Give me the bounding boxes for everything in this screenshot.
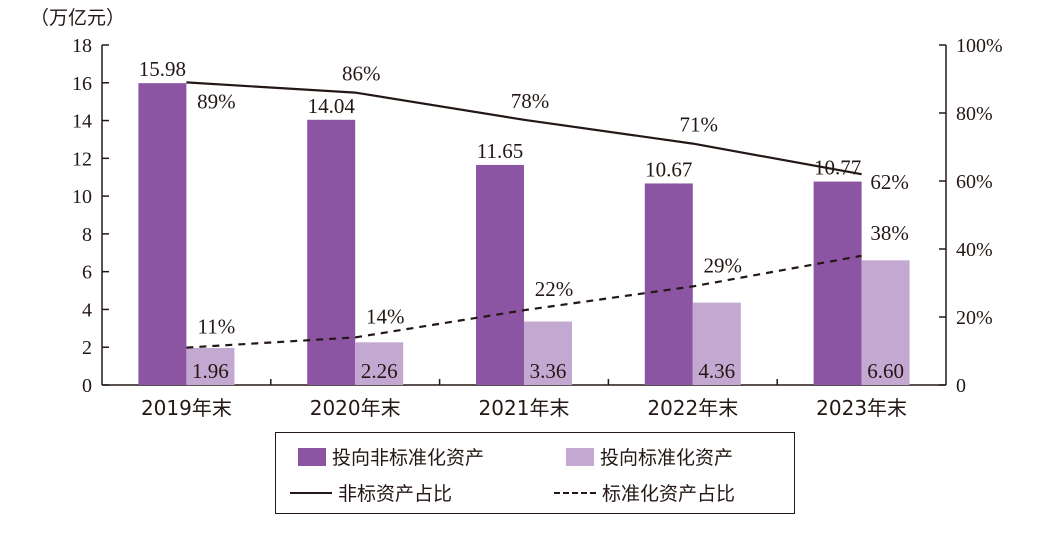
y-tick-label-left: 18 <box>72 35 92 57</box>
label-standard-ratio: 11% <box>198 315 236 339</box>
y-tick-label-left: 14 <box>72 111 92 133</box>
line-standard-ratio <box>186 254 862 349</box>
bar-nonstandard <box>138 83 187 386</box>
y-tick-label-right: 60% <box>956 171 993 193</box>
ratio-lines <box>186 81 862 349</box>
bar-standard <box>524 321 572 385</box>
label-standard-value: 4.36 <box>698 359 735 383</box>
x-tick-label: 2022年末 <box>647 396 738 420</box>
legend-label-nonstandard-ratio: 非标资产占比 <box>338 483 453 505</box>
label-standard-value: 2.26 <box>361 359 398 383</box>
label-standard-value: 1.96 <box>192 359 229 383</box>
legend-swatch-nonstandard <box>298 447 326 466</box>
label-nonstandard-ratio: 89% <box>197 89 236 113</box>
y-tick-label-right: 80% <box>956 103 993 125</box>
legend-label-nonstandard: 投向非标准化资产 <box>332 447 485 469</box>
label-nonstandard-ratio: 78% <box>511 89 550 113</box>
bar-standard <box>355 342 404 385</box>
label-standard-ratio: 22% <box>535 277 574 301</box>
legend-label-standard: 投向标准化资产 <box>600 447 734 469</box>
legend: 投向非标准化资产 投向标准化资产 非标资产占比 标准化资产占比 <box>275 432 795 514</box>
y-tick-label-left: 8 <box>82 224 92 246</box>
label-nonstandard-value: 10.77 <box>814 156 861 180</box>
x-tick-label: 2020年末 <box>310 396 401 420</box>
legend-item-nonstandard: 投向非标准化资产 <box>298 443 484 470</box>
y-tick-label-left: 0 <box>82 375 92 397</box>
y-tick-label-left: 16 <box>72 73 92 95</box>
axes: 0 2 4 6 8 10 12 14 16 18 0 20% 40% 60% 80% 100% 2019年末 20… <box>72 35 1003 420</box>
label-nonstandard-ratio: 71% <box>680 113 719 137</box>
data-labels: 15.98 1.96 14.04 2.26 11.65 3.36 10.67 4.36 10.7… <box>139 57 909 383</box>
chart: （万亿元） 0 2 4 6 8 10 12 14 16 18 0 20% 40% 60% 80% 100% 20… <box>30 7 1003 420</box>
bar-nonstandard <box>476 164 524 385</box>
x-tick-label: 2023年末 <box>816 396 907 420</box>
label-standard-value: 3.36 <box>530 359 567 383</box>
bar-nonstandard <box>813 181 862 385</box>
legend-label-standard-ratio: 标准化资产占比 <box>602 483 736 505</box>
label-standard-value: 6.60 <box>867 359 904 383</box>
y-tick-label-left: 10 <box>72 186 92 208</box>
label-nonstandard-ratio: 86% <box>342 62 381 86</box>
legend-swatch-dashed-line <box>554 491 596 494</box>
y-tick-label-left: 12 <box>72 148 92 170</box>
y-tick-label-right: 100% <box>956 35 1003 57</box>
bar-standard <box>186 347 235 385</box>
bar-standard <box>861 260 910 385</box>
line-nonstandard-ratio <box>186 81 862 176</box>
bar-standard <box>692 302 741 385</box>
y-axis-unit: （万亿元） <box>30 7 125 29</box>
label-nonstandard-value: 14.04 <box>308 94 356 118</box>
legend-item-standard: 投向标准化资产 <box>566 443 733 470</box>
legend-item-standard-ratio: 标准化资产占比 <box>554 479 735 506</box>
label-nonstandard-value: 10.67 <box>645 157 692 181</box>
x-tick-label: 2019年末 <box>141 396 232 420</box>
label-standard-ratio: 14% <box>366 304 405 328</box>
y-tick-label-right: 0 <box>956 375 966 397</box>
y-tick-label-left: 2 <box>82 337 92 359</box>
bar-nonstandard <box>644 183 693 385</box>
bars <box>138 83 910 386</box>
y-tick-label-right: 40% <box>956 239 993 261</box>
label-standard-ratio: 38% <box>870 221 909 245</box>
y-tick-label-left: 6 <box>82 262 92 284</box>
y-tick-label-right: 20% <box>956 307 993 329</box>
label-standard-ratio: 29% <box>704 253 743 277</box>
label-nonstandard-ratio: 62% <box>870 170 909 194</box>
bar-nonstandard <box>307 119 356 386</box>
y-tick-label-left: 4 <box>82 299 92 321</box>
legend-item-nonstandard-ratio: 非标资产占比 <box>290 479 452 506</box>
legend-swatch-solid-line <box>290 491 332 494</box>
legend-swatch-standard <box>566 447 594 466</box>
label-nonstandard-value: 11.65 <box>477 139 523 163</box>
label-nonstandard-value: 15.98 <box>139 57 186 81</box>
x-tick-label: 2021年末 <box>479 396 570 420</box>
